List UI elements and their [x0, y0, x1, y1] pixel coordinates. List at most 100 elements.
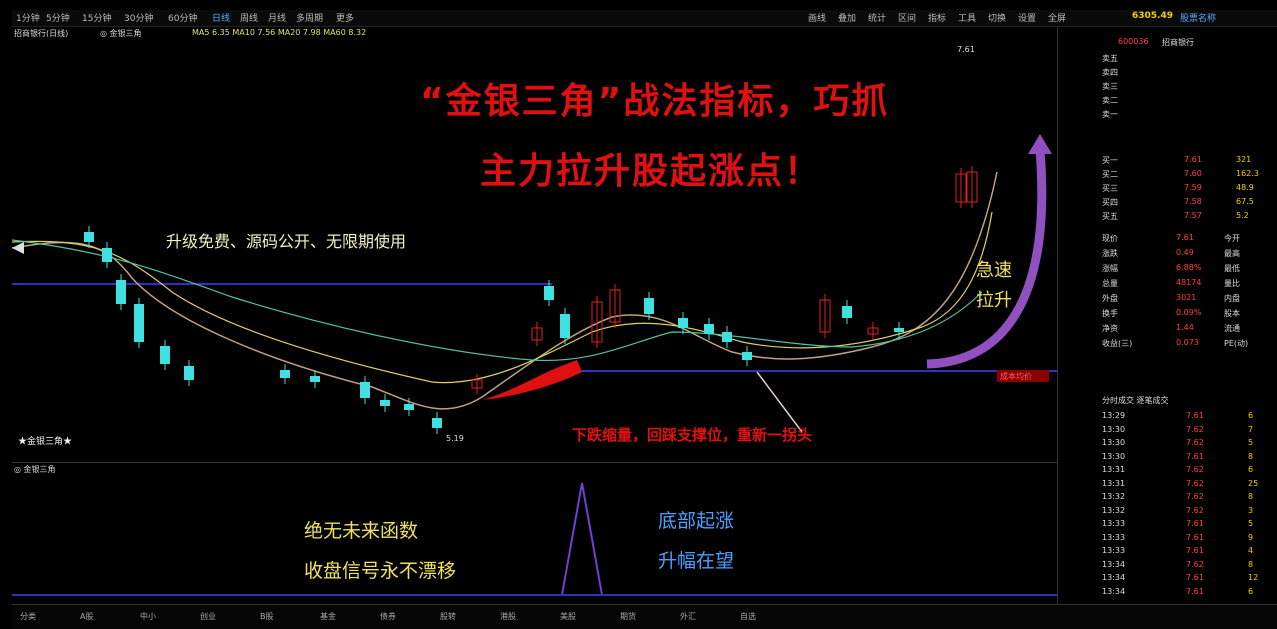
market-tab[interactable]: 股转: [440, 612, 456, 621]
tick-volume: 4: [1248, 546, 1254, 555]
rise-note-1: 急速: [976, 260, 1012, 281]
tool-draw[interactable]: 画线: [808, 14, 827, 24]
market-tab[interactable]: 期货: [620, 612, 636, 621]
tool-indicator[interactable]: 指标: [928, 14, 947, 24]
stat-label: 收益(三): [1102, 339, 1133, 348]
period-more[interactable]: 更多: [336, 14, 355, 24]
ma10-curve: [11, 211, 993, 384]
market-tab[interactable]: 美股: [560, 612, 576, 621]
tick-time: 13:30: [1102, 451, 1126, 461]
market-tab[interactable]: A股: [80, 612, 94, 621]
period-30min[interactable]: 30分钟: [124, 14, 154, 24]
period-week[interactable]: 周线: [240, 14, 259, 24]
period-15min[interactable]: 15分钟: [82, 14, 112, 24]
sell-label: 卖一: [1102, 110, 1118, 119]
buy-price: 7.60: [1184, 169, 1202, 178]
buy-label: 买一: [1102, 156, 1118, 165]
candlestick-chart[interactable]: 成本均价 7.61 5.19: [11, 42, 1057, 462]
stat-value: 0.073: [1176, 338, 1199, 347]
candle-body: [432, 418, 442, 428]
cost-tag: 成本均价: [1000, 371, 1032, 381]
market-tab[interactable]: 分类: [20, 612, 36, 621]
tool-overlay[interactable]: 叠加: [838, 14, 857, 24]
tool-switch[interactable]: 切换: [988, 14, 1007, 24]
tick-volume: 25: [1248, 478, 1259, 488]
tick-row: 13:33 7.61 9: [1058, 531, 1277, 545]
period-month[interactable]: 月线: [268, 14, 287, 24]
candle-body: [742, 352, 752, 360]
sub-indicator-label[interactable]: ◎ 金银三角: [14, 465, 56, 474]
tick-time: 13:33: [1102, 546, 1126, 555]
candle-body: [404, 404, 414, 410]
tick-row: 13:29 7.61 6: [1058, 409, 1277, 423]
stat-value: 6.88%: [1176, 263, 1202, 272]
stat-row: 外盘 3021 内盘: [1058, 291, 1277, 305]
tick-volume: 5: [1248, 438, 1254, 447]
sell-order-row[interactable]: 卖二: [1058, 93, 1277, 107]
side-title-row: 600036 招商银行: [1058, 35, 1277, 49]
candle-body: [184, 366, 194, 380]
buy-order-row[interactable]: 买一 7.61 321: [1058, 153, 1277, 167]
market-tab[interactable]: 中小: [140, 612, 156, 621]
buy-order-row[interactable]: 买三 7.59 48.9: [1058, 181, 1277, 195]
ticks-header[interactable]: 分时成交 逐笔成交: [1102, 396, 1169, 405]
market-tab[interactable]: 基金: [320, 612, 336, 621]
buy-order-row[interactable]: 买二 7.60 162.3: [1058, 167, 1277, 181]
sell-order-row[interactable]: 卖一: [1058, 107, 1277, 121]
market-tab[interactable]: 债券: [380, 612, 396, 621]
tick-price: 7.61: [1186, 532, 1204, 542]
sub-indicator-panel[interactable]: [12, 462, 1057, 605]
tool-stats[interactable]: 统计: [868, 14, 887, 24]
candle-body: [160, 346, 170, 364]
pointer-line: [756, 371, 803, 433]
period-day[interactable]: 日线: [212, 14, 231, 24]
candle-body: [310, 376, 320, 382]
sell-order-row[interactable]: 卖五: [1058, 51, 1277, 65]
tool-tools[interactable]: 工具: [958, 14, 977, 24]
stat-label: 涨幅: [1102, 264, 1118, 273]
sub-note-2: 收盘信号永不漂移: [304, 560, 457, 582]
stat-label: 净资: [1102, 324, 1118, 333]
market-tab[interactable]: 自选: [740, 612, 756, 621]
market-tab[interactable]: 外汇: [680, 612, 696, 621]
candle-body: [471, 379, 483, 389]
stat-value: 0.09%: [1176, 308, 1202, 317]
buy-volume: 162.3: [1236, 169, 1259, 178]
candle-body: [380, 400, 390, 406]
candle-body: [678, 318, 688, 328]
rise-note-2: 拉升: [976, 290, 1012, 311]
candle-body: [819, 299, 831, 333]
period-5min[interactable]: 5分钟: [46, 14, 70, 24]
tick-time: 13:30: [1102, 438, 1126, 447]
buy-order-row[interactable]: 买五 7.57 5.2: [1058, 209, 1277, 223]
candle-body: [134, 304, 144, 342]
market-tab[interactable]: 创业: [200, 612, 216, 621]
tool-settings[interactable]: 设置: [1018, 14, 1037, 24]
tick-row: 13:31 7.62 6: [1058, 463, 1277, 477]
buy-label: 买二: [1102, 170, 1118, 179]
quote-label: 股票名称: [1180, 14, 1217, 24]
quote-price: 6305.49: [1132, 11, 1173, 21]
tick-row: 13:34 7.62 8: [1058, 558, 1277, 572]
candle-body: [280, 370, 290, 378]
market-tab[interactable]: B股: [260, 612, 274, 621]
tool-fullscreen[interactable]: 全屏: [1048, 14, 1067, 24]
stat-value: 3021: [1176, 293, 1197, 302]
sell-order-row[interactable]: 卖四: [1058, 65, 1277, 79]
period-multi[interactable]: 多周期: [296, 14, 324, 24]
stat-extra-label: 今开: [1224, 234, 1240, 243]
sell-order-row[interactable]: 卖三: [1058, 79, 1277, 93]
stat-row: 涨幅 6.88% 最低: [1058, 261, 1277, 275]
period-60min[interactable]: 60分钟: [168, 14, 198, 24]
buy-order-row[interactable]: 买四 7.58 67.5: [1058, 195, 1277, 209]
indicator-name[interactable]: ◎ 金银三角: [100, 29, 142, 38]
tick-price: 7.62: [1186, 478, 1204, 488]
tool-range[interactable]: 区间: [898, 14, 917, 24]
tick-time: 13:31: [1102, 465, 1126, 474]
market-tab[interactable]: 港股: [500, 612, 516, 621]
period-1min[interactable]: 1分钟: [16, 14, 40, 24]
buy-volume: 321: [1236, 155, 1252, 164]
candle-body: [360, 382, 370, 398]
tick-time: 13:34: [1102, 573, 1126, 582]
